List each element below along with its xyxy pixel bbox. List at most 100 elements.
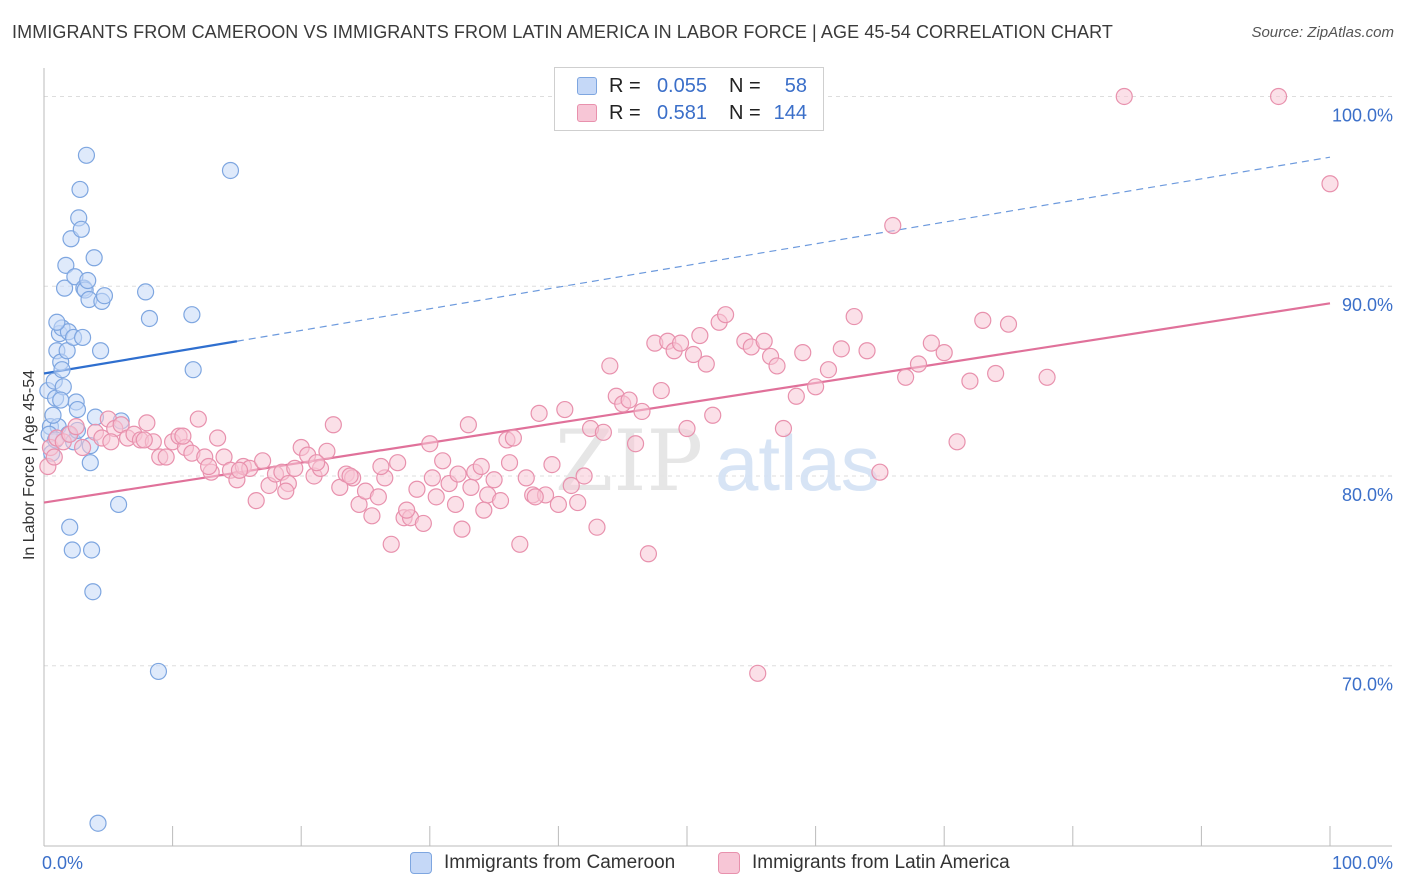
point-latin-america: [1038, 368, 1056, 386]
legend-swatch-pink: [577, 104, 597, 122]
legend-r-value: 0.055: [656, 74, 707, 97]
point-latin-america: [459, 416, 477, 434]
point-latin-america: [475, 501, 493, 519]
point-latin-america: [247, 492, 265, 510]
point-latin-america: [1321, 175, 1339, 193]
point-latin-america: [755, 332, 773, 350]
point-latin-america: [845, 307, 863, 326]
point-latin-america: [157, 448, 175, 466]
point-latin-america: [749, 664, 767, 682]
point-cameroon: [91, 342, 110, 360]
point-latin-america: [421, 435, 439, 453]
point-latin-america: [620, 391, 638, 409]
point-latin-america: [594, 423, 613, 441]
point-latin-america: [909, 355, 928, 373]
point-latin-america: [974, 311, 992, 329]
point-latin-america: [230, 461, 249, 479]
point-latin-america: [277, 482, 295, 500]
point-cameroon: [52, 391, 70, 409]
point-latin-america: [209, 429, 227, 447]
point-latin-america: [569, 493, 587, 512]
y-tick-label: 70.0%: [1342, 675, 1393, 695]
watermark-zip: ZIP: [555, 412, 703, 510]
point-latin-america: [1269, 87, 1288, 106]
point-latin-america: [200, 457, 218, 476]
point-latin-america: [382, 535, 400, 553]
point-latin-america: [324, 416, 342, 434]
point-cameroon: [84, 583, 102, 601]
point-cameroon: [48, 313, 66, 331]
point-latin-america: [549, 495, 568, 514]
point-latin-america: [517, 469, 535, 487]
legend-r-value: 0.581: [656, 101, 707, 124]
point-latin-america: [819, 361, 838, 379]
trendlines: [43, 156, 1331, 504]
point-cameroon: [140, 309, 159, 328]
point-latin-america: [398, 501, 416, 519]
point-latin-america: [67, 418, 85, 436]
point-latin-america: [511, 535, 529, 553]
point-latin-america: [434, 452, 452, 470]
legend-n-label: N =: [729, 74, 761, 97]
point-cameroon: [89, 814, 107, 832]
point-latin-america: [691, 326, 709, 345]
bottom-legend-label: Immigrants from Cameroon: [444, 852, 676, 873]
point-cameroon: [73, 328, 92, 347]
point-latin-america: [174, 427, 192, 445]
point-latin-america: [102, 433, 120, 451]
point-latin-america: [774, 419, 793, 438]
point-latin-america: [575, 467, 593, 485]
point-latin-america: [543, 455, 561, 474]
point-cameroon: [53, 361, 71, 379]
point-cameroon: [79, 271, 97, 290]
point-latin-america: [871, 463, 889, 481]
point-cameroon: [63, 541, 81, 559]
tick-labels: 70.0% 80.0% 90.0% 100.0% 0.0% 100.0%: [42, 105, 1393, 873]
point-latin-america: [369, 488, 387, 506]
point-latin-america: [526, 488, 544, 506]
point-cameroon: [95, 287, 114, 305]
point-latin-america: [787, 387, 805, 405]
legend-n-value: 144: [773, 101, 807, 124]
point-latin-america: [639, 545, 658, 563]
point-latin-america: [73, 438, 92, 457]
point-latin-america: [922, 334, 940, 352]
point-latin-america: [697, 355, 715, 373]
point-cameroon: [68, 400, 87, 419]
bottom-legend-swatch-pink: [718, 852, 740, 874]
legend-row-cameroon: R = 0.055 N = 58: [555, 73, 807, 99]
point-latin-america: [472, 457, 490, 476]
point-cameroon: [184, 361, 202, 379]
point-latin-america: [935, 344, 953, 362]
bottom-legend-item-latin-america[interactable]: Immigrants from Latin America: [718, 852, 1010, 874]
point-latin-america: [704, 406, 722, 424]
point-latin-america: [254, 452, 272, 470]
point-cameroon: [221, 161, 240, 180]
y-tick-label: 80.0%: [1342, 485, 1393, 505]
legend-swatch-blue: [577, 77, 597, 95]
point-latin-america: [671, 334, 690, 352]
point-latin-america: [372, 457, 390, 476]
point-latin-america: [987, 364, 1005, 383]
point-latin-america: [363, 507, 381, 525]
point-latin-america: [678, 419, 696, 438]
point-latin-america: [633, 402, 651, 421]
point-latin-america: [1115, 87, 1133, 106]
point-cameroon: [44, 406, 62, 424]
bottom-legend-item-cameroon[interactable]: Immigrants from Cameroon: [410, 852, 675, 874]
point-cameroon: [183, 306, 201, 324]
point-cameroon: [71, 180, 89, 199]
point-cameroon: [109, 495, 128, 514]
point-latin-america: [562, 476, 580, 495]
point-latin-america: [652, 381, 670, 400]
point-latin-america: [45, 448, 63, 466]
point-latin-america: [794, 344, 812, 362]
point-latin-america: [858, 342, 876, 360]
point-latin-america: [427, 488, 445, 506]
point-latin-america: [408, 480, 426, 498]
source-label: Source: ZipAtlas.com: [1251, 24, 1394, 41]
trendline-cameroon: [43, 340, 238, 375]
legend-r-label: R =: [609, 101, 641, 124]
point-latin-america: [601, 357, 619, 375]
point-latin-america: [588, 518, 606, 536]
